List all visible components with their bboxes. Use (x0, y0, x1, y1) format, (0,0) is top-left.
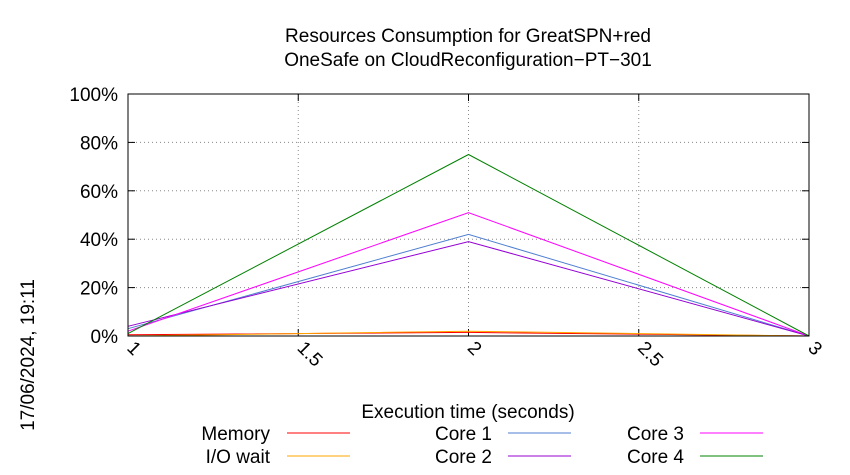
y-tick-label: 80% (80, 133, 118, 154)
y-tick-label: 0% (91, 327, 119, 348)
x-axis: 1 1.5 2 2.5 3 (122, 94, 826, 372)
chart-subtitle: OneSafe on CloudReconfiguration−PT−301 (284, 50, 652, 71)
plot-frame (127, 93, 810, 337)
series-line-i-o-wait (127, 330, 810, 337)
y-tick-label: 20% (80, 279, 118, 300)
x-axis-label: Execution time (seconds) (361, 402, 574, 423)
legend-label: Core 4 (627, 447, 684, 468)
legend-label: Core 3 (627, 424, 684, 445)
legend-item: Core 1 (435, 424, 571, 445)
legend-item: Memory (201, 424, 350, 445)
legend-label: Core 2 (435, 447, 492, 468)
x-tick-label: 2.5 (633, 338, 667, 372)
grid (128, 94, 809, 336)
series-lines (127, 153, 810, 337)
y-tick-label: 60% (80, 182, 118, 203)
x-tick-label: 2 (463, 338, 485, 360)
x-tick-label: 1.5 (293, 338, 327, 372)
legend-item: Core 4 (627, 447, 763, 468)
series-line-core-1 (127, 233, 810, 337)
legend-label: Core 1 (435, 424, 492, 445)
chart-title: Resources Consumption for GreatSPN+red (285, 26, 651, 47)
y-tick-label: 40% (80, 230, 118, 251)
series-line-core-4 (127, 153, 810, 337)
series-line-core-3 (127, 212, 810, 337)
legend-item: I/O wait (206, 447, 350, 468)
legend-label: I/O wait (206, 447, 271, 468)
y-tick-label: 100% (69, 85, 118, 106)
y-axis: 0% 20% 40% 60% 80% 100% (69, 85, 809, 348)
x-tick-label: 3 (803, 338, 825, 360)
x-tick-label: 1 (122, 338, 144, 360)
timestamp-label: 17/06/2024, 19:11 (18, 279, 39, 431)
legend-label: Memory (201, 424, 270, 445)
legend-item: Core 2 (435, 447, 571, 468)
legend-item: Core 3 (627, 424, 763, 445)
series-line-core-2 (127, 241, 810, 337)
